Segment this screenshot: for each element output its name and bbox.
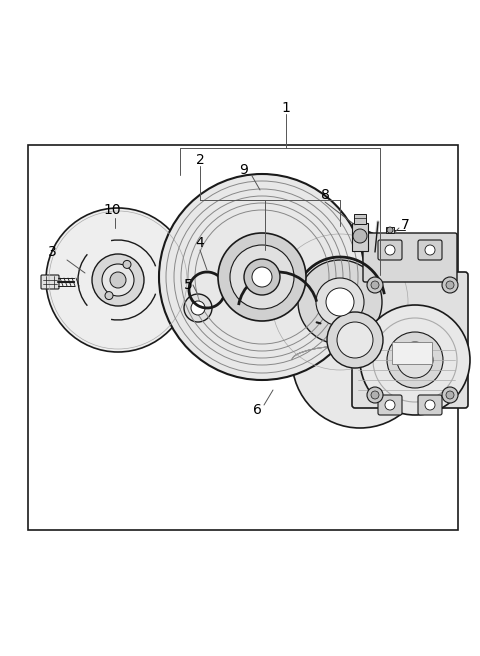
Bar — [392, 342, 432, 364]
Bar — [354, 214, 366, 224]
Circle shape — [442, 387, 458, 403]
Circle shape — [92, 254, 144, 306]
Circle shape — [326, 288, 354, 316]
Circle shape — [397, 342, 433, 378]
Circle shape — [387, 332, 443, 388]
Circle shape — [264, 226, 416, 378]
FancyBboxPatch shape — [41, 275, 59, 289]
Circle shape — [385, 245, 395, 255]
Text: 4: 4 — [196, 236, 204, 250]
Circle shape — [442, 277, 458, 293]
Circle shape — [371, 281, 379, 289]
Text: 8: 8 — [321, 188, 329, 202]
Circle shape — [252, 267, 272, 287]
Circle shape — [218, 233, 306, 321]
Bar — [386, 227, 394, 233]
Text: 7: 7 — [401, 218, 409, 232]
FancyBboxPatch shape — [418, 240, 442, 260]
Text: 10: 10 — [103, 203, 121, 217]
FancyBboxPatch shape — [418, 395, 442, 415]
Text: 9: 9 — [240, 163, 249, 177]
Circle shape — [105, 291, 113, 300]
Circle shape — [337, 322, 373, 358]
FancyBboxPatch shape — [352, 272, 468, 408]
Circle shape — [367, 277, 383, 293]
Circle shape — [425, 245, 435, 255]
Circle shape — [292, 292, 428, 428]
Bar — [28, 145, 458, 530]
FancyBboxPatch shape — [363, 233, 457, 282]
Circle shape — [123, 260, 131, 268]
Circle shape — [159, 174, 365, 380]
Circle shape — [446, 391, 454, 399]
Circle shape — [387, 227, 393, 233]
Circle shape — [298, 260, 382, 344]
Circle shape — [110, 272, 126, 288]
Circle shape — [360, 305, 470, 415]
Text: 1: 1 — [282, 101, 290, 115]
Circle shape — [230, 245, 294, 309]
Circle shape — [244, 259, 280, 295]
FancyBboxPatch shape — [378, 395, 402, 415]
Circle shape — [316, 278, 364, 326]
Bar — [352, 223, 368, 251]
Text: 3: 3 — [48, 245, 56, 259]
Text: 5: 5 — [184, 278, 192, 292]
Circle shape — [191, 301, 205, 315]
Circle shape — [425, 400, 435, 410]
Circle shape — [184, 294, 212, 322]
Circle shape — [367, 387, 383, 403]
Circle shape — [371, 391, 379, 399]
Text: 6: 6 — [252, 403, 262, 417]
Circle shape — [46, 208, 190, 352]
Circle shape — [385, 400, 395, 410]
Circle shape — [327, 312, 383, 368]
Circle shape — [102, 264, 134, 296]
FancyBboxPatch shape — [378, 240, 402, 260]
Text: 2: 2 — [196, 153, 204, 167]
Circle shape — [446, 281, 454, 289]
Circle shape — [353, 229, 367, 243]
